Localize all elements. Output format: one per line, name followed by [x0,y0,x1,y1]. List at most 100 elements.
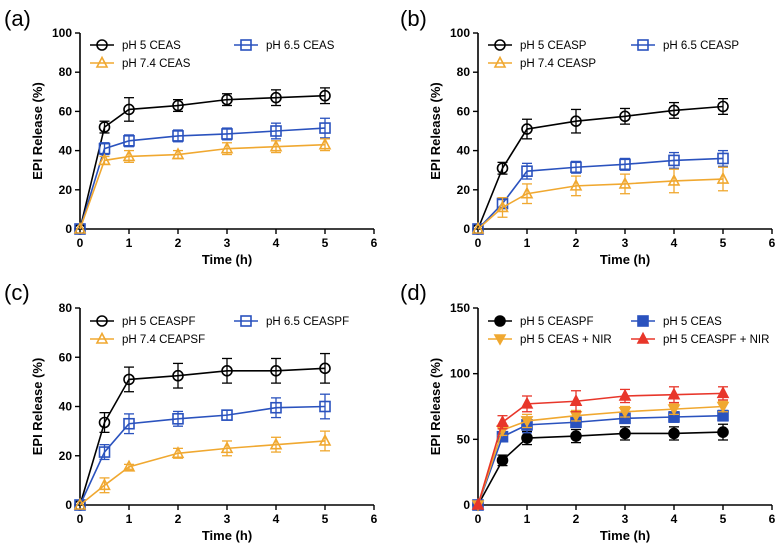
y-tick-label: 100 [450,26,470,40]
x-tick-label: 2 [175,236,182,250]
data-point [221,364,233,377]
panel-letter: (a) [4,6,31,31]
legend-label: pH 5 CEAS [122,40,181,52]
data-point [618,176,632,189]
data-point [319,400,331,413]
x-tick-label: 0 [475,512,482,526]
x-tick-label: 1 [126,236,133,250]
panel-letter: (b) [400,6,427,31]
series-line [477,157,724,230]
data-point [520,186,534,199]
series-ph-5-ceaspf [472,423,729,511]
y-tick-label: 80 [457,65,471,79]
x-tick-label: 0 [77,512,84,526]
legend-marker [240,39,252,51]
legend-entry: pH 5 CEAS [90,39,181,52]
data-point [171,446,185,459]
data-point [122,459,136,472]
data-point [171,147,185,160]
legend-marker [494,39,506,51]
data-point [98,416,111,429]
y-tick-label: 150 [450,301,470,315]
legend-marker [493,334,507,346]
legend-label: pH 5 CEASP [520,40,587,52]
legend-entry: pH 5 CEASP [488,39,587,52]
series-line [79,367,326,506]
series-ph-7-4-ceas [73,137,332,234]
panel-b: (b) 0 20 40 60 80 100 0 1 2 3 4 5 6 Time (h) EPI Releas… [400,6,776,267]
data-point [717,426,729,438]
x-tick-label: 5 [322,236,329,250]
y-tick-label: 0 [463,222,470,236]
data-point [221,93,233,106]
data-point [618,406,632,419]
legend-marker [95,55,109,68]
legend-entry: pH 7.4 CEAS [90,55,191,70]
legend-label: pH 7.4 CEAPSF [122,334,205,346]
legend-marker [96,315,108,327]
series-ph-5-ceas [74,87,331,235]
data-point [570,161,582,174]
data-point [618,388,632,401]
data-point [520,416,534,428]
y-axis-title: EPI Release (%) [428,358,443,456]
y-tick-label: 60 [59,104,73,118]
legend-label: pH 5 CEASPF [122,316,196,328]
y-tick-label: 80 [59,301,73,315]
y-tick-label: 100 [52,26,72,40]
data-point [220,441,234,454]
data-point [619,110,631,123]
legend-entry: pH 7.4 CEASP [488,55,596,70]
y-tick-label: 40 [457,144,471,158]
y-tick-label: 100 [450,367,470,381]
x-tick-label: 4 [671,236,678,250]
series-line [79,405,326,506]
data-point [172,130,184,142]
data-point [717,100,729,113]
data-point [619,158,631,171]
legend-marker [637,39,649,51]
panel-d: (d) 0 50 100 150 0 1 2 3 4 5 6 Time (h) EPI Release (… [400,280,776,543]
y-tick-label: 0 [463,498,470,512]
data-point [569,394,583,407]
data-point [221,409,233,421]
y-tick-label: 40 [59,144,73,158]
legend-label: pH 5 CEASPF + NIR [663,334,769,346]
data-point [619,427,631,440]
data-point [270,125,282,137]
data-point [521,165,533,177]
x-tick-label: 0 [77,236,84,250]
series-line [477,431,724,506]
x-tick-label: 1 [126,512,133,526]
legend-label: pH 7.4 CEAS [122,58,191,70]
legend-label: pH 5 CEAS + NIR [520,334,612,346]
data-point [172,369,184,382]
data-point [496,415,509,428]
x-tick-label: 2 [175,512,182,526]
x-tick-label: 3 [622,512,629,526]
legend-entry: pH 7.4 CEAPSF [90,331,205,346]
data-point [667,404,681,416]
series-line [79,143,326,230]
panel-a: (a) 0 20 40 60 80 100 0 1 2 3 4 5 6 Time (h) EPI Releas… [4,6,378,267]
data-point [521,432,533,444]
data-point [172,413,184,425]
data-point [667,387,681,400]
y-axis-title: EPI Release (%) [428,82,443,180]
data-point [471,497,485,510]
data-point [668,427,680,440]
y-tick-label: 50 [457,432,471,446]
legend-entry: pH 5 CEASPF [488,315,594,328]
data-point [318,137,332,150]
legend-entry: pH 5 CEASPF [90,315,196,328]
data-point [98,121,111,133]
series-line [477,105,724,230]
legend-marker [95,331,109,344]
y-tick-label: 20 [59,183,73,197]
data-point [98,446,111,458]
data-point [667,173,681,186]
y-tick-label: 0 [65,222,72,236]
y-tick-label: 60 [457,104,471,118]
legend-entry: pH 6.5 CEASPF [234,315,349,328]
